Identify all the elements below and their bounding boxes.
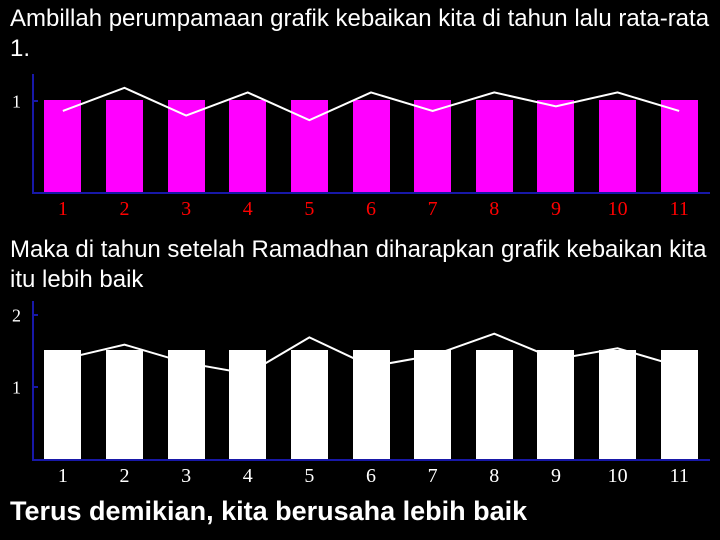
x-label: 2 bbox=[94, 465, 156, 488]
bar-slot bbox=[463, 299, 525, 459]
x-label: 10 bbox=[587, 198, 649, 221]
bar-slot bbox=[402, 72, 464, 192]
bar-slot bbox=[463, 72, 525, 192]
y-label: 1 bbox=[12, 91, 21, 112]
x-label: 8 bbox=[463, 198, 525, 221]
bar-slot bbox=[94, 299, 156, 459]
chart-2: 12 1234567891011 bbox=[0, 301, 720, 488]
bar bbox=[537, 350, 574, 459]
bar-slot bbox=[340, 72, 402, 192]
bars-row bbox=[32, 72, 710, 192]
bar-slot bbox=[279, 72, 341, 192]
bar-slot bbox=[525, 299, 587, 459]
x-label: 9 bbox=[525, 465, 587, 488]
x-label: 5 bbox=[279, 465, 341, 488]
x-label: 9 bbox=[525, 198, 587, 221]
chart-2-xaxis bbox=[32, 459, 710, 461]
x-label: 6 bbox=[340, 465, 402, 488]
bar-slot bbox=[525, 72, 587, 192]
bar bbox=[353, 100, 390, 192]
conclusion-text: Terus demikian, kita berusaha lebih baik bbox=[0, 488, 720, 531]
x-label: 3 bbox=[155, 198, 217, 221]
x-label: 7 bbox=[402, 465, 464, 488]
bar-slot bbox=[217, 299, 279, 459]
x-label: 6 bbox=[340, 198, 402, 221]
chart-1-xlabels: 1234567891011 bbox=[32, 198, 710, 221]
x-label: 11 bbox=[648, 465, 710, 488]
x-label: 11 bbox=[648, 198, 710, 221]
bar-slot bbox=[155, 299, 217, 459]
x-label: 1 bbox=[32, 465, 94, 488]
x-label: 2 bbox=[94, 198, 156, 221]
bar-slot bbox=[648, 72, 710, 192]
bar bbox=[476, 100, 513, 192]
chart-1: 1 1234567891011 bbox=[0, 74, 720, 221]
chart-2-plot: 12 bbox=[32, 301, 710, 461]
x-label: 10 bbox=[587, 465, 649, 488]
bar bbox=[476, 350, 513, 459]
bar bbox=[414, 350, 451, 459]
bar-slot bbox=[402, 299, 464, 459]
x-label: 5 bbox=[279, 198, 341, 221]
chart-1-xaxis bbox=[32, 192, 710, 194]
bar-slot bbox=[217, 72, 279, 192]
bar-slot bbox=[587, 299, 649, 459]
intro-text-1: Ambillah perumpamaan grafik kebaikan kit… bbox=[0, 0, 720, 66]
bar bbox=[229, 350, 266, 459]
bar bbox=[353, 350, 390, 459]
y-label: 1 bbox=[12, 378, 21, 399]
bar-slot bbox=[340, 299, 402, 459]
bar bbox=[106, 100, 143, 192]
x-label: 3 bbox=[155, 465, 217, 488]
bar-slot bbox=[279, 299, 341, 459]
bar bbox=[229, 100, 266, 192]
bar bbox=[44, 350, 81, 459]
x-label: 4 bbox=[217, 465, 279, 488]
bar bbox=[661, 350, 698, 459]
bar-slot bbox=[32, 72, 94, 192]
bar bbox=[537, 100, 574, 192]
bar-slot bbox=[587, 72, 649, 192]
bar bbox=[661, 100, 698, 192]
bar bbox=[44, 100, 81, 192]
bar bbox=[106, 350, 143, 459]
y-label: 2 bbox=[12, 305, 21, 326]
bar bbox=[599, 100, 636, 192]
x-label: 8 bbox=[463, 465, 525, 488]
bar-slot bbox=[32, 299, 94, 459]
intro-text-2: Maka di tahun setelah Ramadhan diharapka… bbox=[0, 231, 720, 297]
bar bbox=[414, 100, 451, 192]
bars-row bbox=[32, 299, 710, 459]
bar bbox=[168, 100, 205, 192]
bar-slot bbox=[94, 72, 156, 192]
chart-2-xlabels: 1234567891011 bbox=[32, 465, 710, 488]
bar bbox=[291, 350, 328, 459]
bar bbox=[599, 350, 636, 459]
x-label: 1 bbox=[32, 198, 94, 221]
chart-1-plot: 1 bbox=[32, 74, 710, 194]
bar bbox=[168, 350, 205, 459]
x-label: 7 bbox=[402, 198, 464, 221]
bar bbox=[291, 100, 328, 192]
x-label: 4 bbox=[217, 198, 279, 221]
bar-slot bbox=[155, 72, 217, 192]
bar-slot bbox=[648, 299, 710, 459]
